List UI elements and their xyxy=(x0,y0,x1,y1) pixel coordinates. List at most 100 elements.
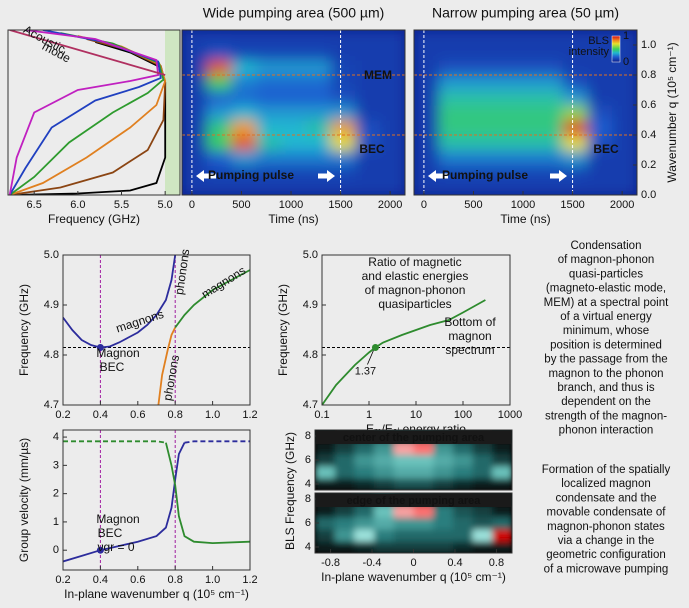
heatmap-cell xyxy=(281,135,307,151)
y-tick-label: 4.8 xyxy=(303,349,318,361)
heatmap-cell xyxy=(587,165,613,181)
arrow xyxy=(550,170,567,182)
heatmap-cell xyxy=(281,45,307,61)
annotation: phonons xyxy=(172,248,192,296)
heatmap-cell xyxy=(231,150,257,166)
heatmap-cell xyxy=(452,466,474,479)
heatmap-cell xyxy=(305,150,332,166)
x-tick-label: 0 xyxy=(421,199,427,211)
x-tick-label: 1.0 xyxy=(205,409,220,421)
line xyxy=(8,30,160,195)
heatmap-cell xyxy=(231,135,257,151)
plot-area xyxy=(182,30,405,195)
x-tick-label: 0 xyxy=(410,557,416,569)
heatmap-cell xyxy=(281,90,307,106)
line xyxy=(184,440,250,444)
heatmap-cell xyxy=(513,60,539,76)
heatmap-cell xyxy=(380,165,405,181)
heatmap-cell xyxy=(354,442,375,455)
heatmap-cell xyxy=(231,60,257,76)
heatmap-cell xyxy=(413,442,434,455)
heatmap-cell xyxy=(206,135,233,151)
heatmap-cell xyxy=(513,165,539,181)
heatmap-cell xyxy=(492,466,512,479)
heatmap-cell xyxy=(380,30,405,46)
annotation: Magnon xyxy=(96,346,139,360)
annotation: BEC xyxy=(98,526,123,540)
axes-frame xyxy=(413,29,638,196)
heatmap-cell xyxy=(380,135,405,151)
x-axis-label: In-plane wavenumber q (10⁵ cm⁻¹) xyxy=(64,587,249,601)
x-tick-label: 0.4 xyxy=(93,409,108,421)
heatmap-cell xyxy=(330,165,356,181)
chart-title: Ratio of magnetic xyxy=(368,255,461,269)
heatmap-cell xyxy=(413,478,434,490)
marker-label: 1.37 xyxy=(355,365,376,377)
heatmap-cell xyxy=(206,30,233,46)
note-line: of a virtual energy xyxy=(560,311,652,323)
heatmap-cell xyxy=(452,478,474,490)
note-line: condensate and the xyxy=(555,492,656,504)
heatmap-cell xyxy=(231,180,257,195)
y-tick-label: 8 xyxy=(305,430,311,442)
heatmap-cell xyxy=(374,517,395,530)
heatmap-cell xyxy=(488,120,514,136)
heatmap-cell xyxy=(612,120,637,136)
note-line: geometric configuration xyxy=(546,549,666,561)
heatmap-cell xyxy=(562,180,588,195)
heatmap-cell xyxy=(281,105,307,121)
heatmap-cell xyxy=(463,30,489,46)
heatmap-cell xyxy=(562,45,588,61)
x-axis-label: In-plane wavenumber q (10⁵ cm⁻¹) xyxy=(321,570,506,584)
heatmap-cell xyxy=(206,75,233,91)
marker xyxy=(96,344,104,351)
x-tick-label: 1000 xyxy=(498,409,522,421)
line xyxy=(63,255,177,349)
note-line: dependent on the xyxy=(561,396,651,408)
heatmap-cell xyxy=(330,135,356,151)
heatmap-cell xyxy=(380,180,405,195)
y-tick-label: 4.9 xyxy=(44,299,59,311)
heatmap-cell xyxy=(472,529,493,542)
heatmap-cell xyxy=(334,529,355,542)
y-tick-label: 4.9 xyxy=(303,299,318,311)
heatmap-cell xyxy=(414,150,440,166)
heatmap-cell xyxy=(374,478,395,490)
heatmap-cell xyxy=(414,105,440,121)
heatmap-cell xyxy=(488,45,514,61)
heatmap-cell xyxy=(433,541,454,553)
note-line: branch, and thus is xyxy=(557,382,654,394)
heatmap-cell xyxy=(330,180,356,195)
heatmap-cell xyxy=(587,180,613,195)
heatmap-cell xyxy=(355,105,381,121)
x-tick-label: 0.6 xyxy=(130,574,145,586)
heatmap-cell xyxy=(354,517,375,530)
x-tick-label: 500 xyxy=(464,199,482,211)
heatmap-cell xyxy=(281,120,307,136)
x-axis-label: Frequency (GHz) xyxy=(48,212,140,226)
y-axis-label: Wavenumber q (10⁵ cm⁻¹) xyxy=(665,42,679,182)
heatmap-cell xyxy=(305,75,332,91)
heatmap-cell xyxy=(612,75,637,91)
y-tick-label: 0.6 xyxy=(641,99,656,111)
heatmap-cell xyxy=(256,90,282,106)
line xyxy=(165,442,250,545)
heatmap-cell xyxy=(380,90,405,106)
chart-title: edge of the pumping area xyxy=(347,495,482,507)
chart-title: quasiparticles xyxy=(378,297,451,311)
heatmap-cell xyxy=(355,45,381,61)
heatmap-cell xyxy=(355,150,381,166)
heatmap-cell xyxy=(513,150,539,166)
y-axis-label: Group velocity (mm/µs) xyxy=(17,438,31,562)
heatmap-cell xyxy=(206,180,233,195)
heatmap-cell xyxy=(452,454,474,467)
arrow xyxy=(196,170,216,182)
x-tick-label: 1 xyxy=(366,409,372,421)
heatmap-cell xyxy=(488,150,514,166)
heatmap-cell xyxy=(463,75,489,91)
axes-frame xyxy=(181,29,406,196)
heatmap-cell xyxy=(488,180,514,195)
heatmap-cell xyxy=(305,30,332,46)
axes-frame xyxy=(62,254,251,406)
annotation: MEM xyxy=(364,68,392,82)
